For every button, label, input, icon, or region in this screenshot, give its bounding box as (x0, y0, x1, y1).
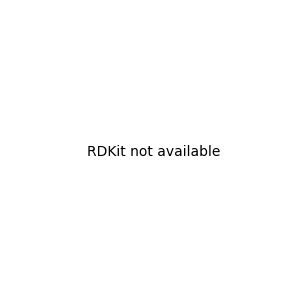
Text: RDKit not available: RDKit not available (87, 145, 220, 158)
